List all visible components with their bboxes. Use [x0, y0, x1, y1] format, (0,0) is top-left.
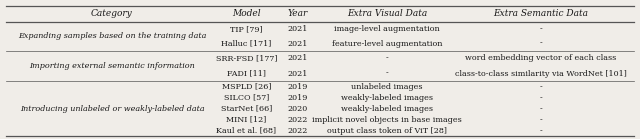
Text: -: - [540, 105, 542, 113]
Text: 2021: 2021 [287, 25, 308, 33]
Text: class-to-class similarity via WordNet [101]: class-to-class similarity via WordNet [1… [455, 70, 627, 78]
Text: StarNet [66]: StarNet [66] [221, 105, 272, 113]
Text: TIP [79]: TIP [79] [230, 25, 262, 33]
Text: implicit novel objects in base images: implicit novel objects in base images [312, 116, 462, 124]
Text: Kaul et al. [68]: Kaul et al. [68] [216, 127, 276, 135]
Text: Expanding samples based on the training data: Expanding samples based on the training … [18, 33, 206, 40]
Text: Extra Semantic Data: Extra Semantic Data [493, 9, 588, 18]
Text: word embedding vector of each class: word embedding vector of each class [465, 54, 616, 62]
Text: Halluc [171]: Halluc [171] [221, 40, 271, 48]
Text: MINI [12]: MINI [12] [226, 116, 267, 124]
Text: -: - [540, 83, 542, 91]
Text: 2022: 2022 [287, 127, 308, 135]
Text: Introducing unlabeled or weakly-labeled data: Introducing unlabeled or weakly-labeled … [20, 105, 204, 113]
Text: unlabeled images: unlabeled images [351, 83, 423, 91]
Text: 2020: 2020 [287, 105, 308, 113]
Text: weakly-labeled images: weakly-labeled images [341, 105, 433, 113]
Text: Extra Visual Data: Extra Visual Data [347, 9, 428, 18]
Text: 2021: 2021 [287, 40, 308, 48]
Text: SILCO [57]: SILCO [57] [224, 94, 269, 102]
Text: -: - [540, 40, 542, 48]
Text: Model: Model [232, 9, 260, 18]
Text: -: - [386, 54, 388, 62]
Text: FADI [11]: FADI [11] [227, 70, 266, 78]
Text: -: - [540, 25, 542, 33]
Text: weakly-labeled images: weakly-labeled images [341, 94, 433, 102]
Text: -: - [540, 94, 542, 102]
Text: Year: Year [287, 9, 308, 18]
Text: Importing external semantic information: Importing external semantic information [29, 62, 195, 70]
Text: 2022: 2022 [287, 116, 308, 124]
Text: -: - [386, 70, 388, 78]
Text: 2021: 2021 [287, 70, 308, 78]
Text: -: - [540, 116, 542, 124]
Text: MSPLD [26]: MSPLD [26] [221, 83, 271, 91]
Text: -: - [540, 127, 542, 135]
Text: 2019: 2019 [287, 83, 308, 91]
Text: Category: Category [91, 9, 133, 18]
Text: output class token of ViT [28]: output class token of ViT [28] [327, 127, 447, 135]
Text: 2019: 2019 [287, 94, 308, 102]
Text: image-level augmentation: image-level augmentation [334, 25, 440, 33]
Text: 2021: 2021 [287, 54, 308, 62]
Text: feature-level augmentation: feature-level augmentation [332, 40, 442, 48]
Text: SRR-FSD [177]: SRR-FSD [177] [216, 54, 277, 62]
